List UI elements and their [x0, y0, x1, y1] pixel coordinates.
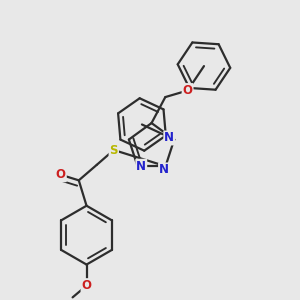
Text: O: O	[183, 84, 193, 97]
Text: S: S	[110, 143, 118, 157]
Text: N: N	[136, 160, 146, 173]
Text: N: N	[159, 164, 169, 176]
Text: O: O	[56, 168, 66, 181]
Text: O: O	[82, 279, 92, 292]
Text: N: N	[164, 131, 174, 145]
